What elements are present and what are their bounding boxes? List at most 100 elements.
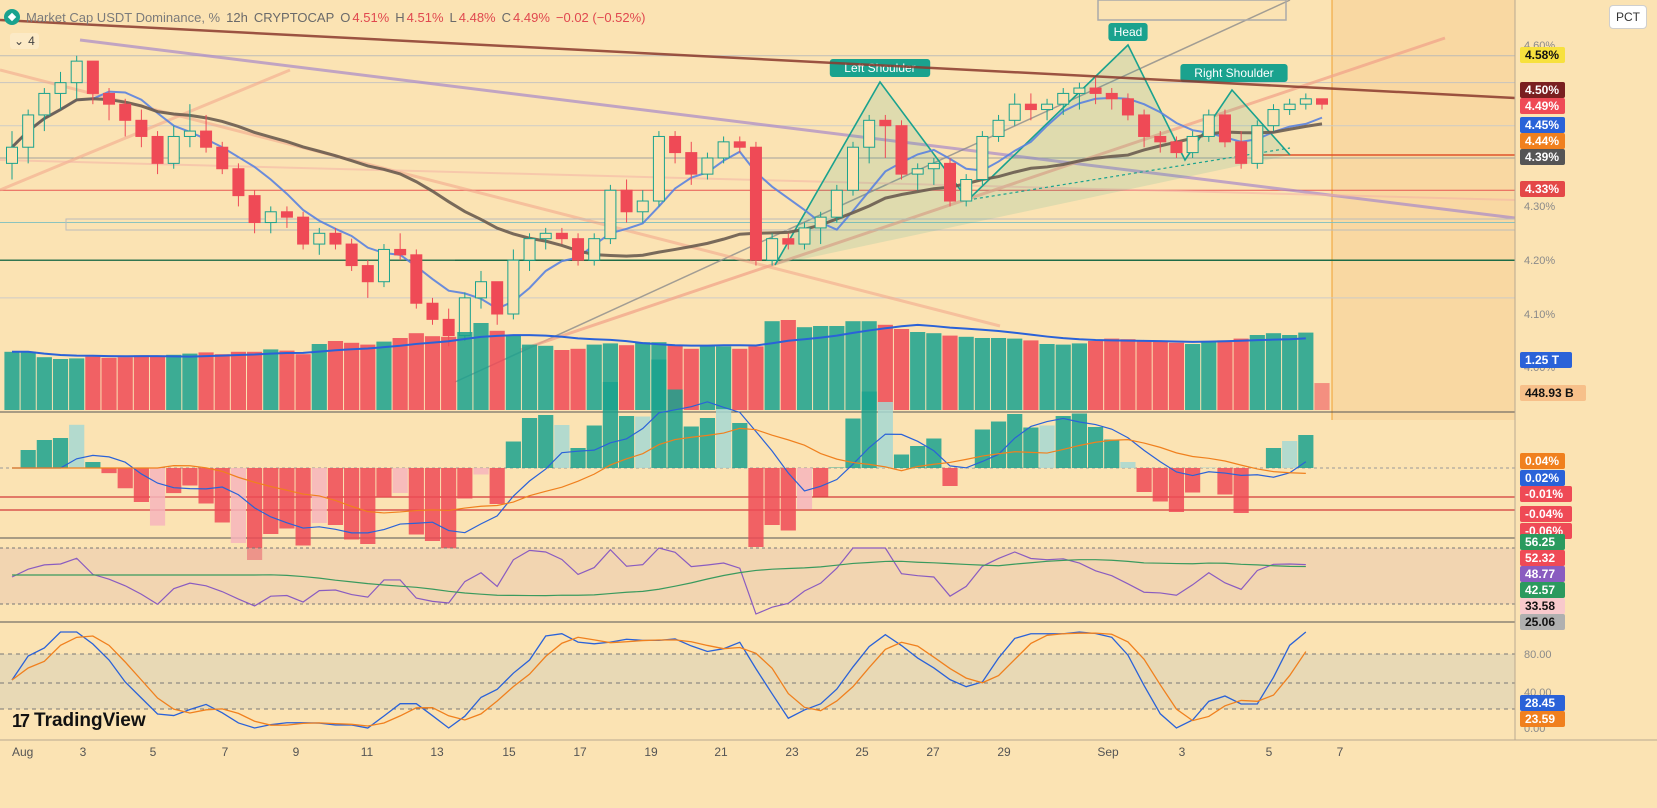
candle	[1105, 88, 1118, 110]
volume-bar	[133, 355, 149, 410]
volume-bar	[1201, 341, 1217, 410]
stoch-badge: 23.59	[1525, 712, 1555, 726]
macd-histogram-bar	[1217, 468, 1233, 495]
volume-bar	[473, 323, 489, 410]
time-axis-label: 19	[644, 745, 658, 759]
volume-bar	[505, 335, 521, 410]
candle-body	[782, 238, 795, 245]
volume-bar	[263, 349, 279, 410]
stoch-badge-box	[1520, 711, 1565, 727]
macd-badge: -0.01%	[1525, 487, 1563, 501]
macd-histogram-bar	[101, 468, 117, 474]
volume-bar	[1007, 338, 1023, 410]
macd-histogram-bar	[716, 409, 732, 468]
candle-body	[297, 216, 310, 245]
time-axis-label: 25	[855, 745, 869, 759]
volume-bar	[69, 358, 85, 410]
candle	[572, 233, 585, 266]
volume-bar	[974, 338, 990, 410]
price-tick-label: 4.20%	[1524, 255, 1555, 267]
macd-histogram-bar	[36, 440, 52, 468]
open-label: O	[340, 9, 351, 25]
scale-mode-button[interactable]: PCT	[1609, 5, 1647, 29]
candle	[944, 157, 957, 207]
rsi-badge-box	[1520, 566, 1565, 582]
volume-bar	[570, 348, 586, 410]
candle	[523, 233, 536, 271]
macd-histogram-bar	[570, 448, 586, 468]
candle-body	[329, 232, 342, 245]
symbol-header[interactable]: Market Cap USDT Dominance, % 12h CRYPTOC…	[4, 6, 646, 28]
volume-bar	[716, 346, 732, 410]
volume-bar	[845, 321, 861, 410]
volume-bar	[214, 354, 230, 410]
macd-histogram-bar	[457, 468, 473, 499]
candle	[22, 109, 35, 164]
price-badge: 4.45%	[1525, 118, 1559, 132]
candle-body	[394, 248, 407, 256]
macd-histogram-bar	[69, 424, 85, 468]
candle	[280, 206, 293, 228]
candle	[1235, 131, 1248, 169]
candle-body	[1138, 114, 1151, 137]
macd-histogram-bar	[424, 468, 441, 541]
price-badge-box	[1520, 98, 1565, 114]
volume-bar	[958, 336, 974, 410]
volume-bar	[748, 346, 764, 410]
candle-body	[167, 135, 180, 164]
candle-body	[944, 162, 957, 202]
candle	[1299, 93, 1312, 110]
candle-body	[410, 254, 423, 304]
salmon-trendline	[519, 36, 1446, 352]
candle-body	[539, 232, 552, 240]
indicators-toggle[interactable]: ⌄ 4	[10, 33, 39, 49]
volume-badge: 1.25 T	[1525, 353, 1560, 367]
price-badge-box	[1520, 117, 1565, 133]
macd-histogram-bar	[441, 468, 457, 549]
candle	[911, 163, 924, 191]
volume-bar	[780, 320, 796, 410]
candle	[507, 249, 520, 320]
candle	[960, 174, 973, 207]
macd-histogram-bar	[1039, 425, 1055, 468]
macd-histogram-bar	[1298, 435, 1314, 468]
price-badge-box	[1520, 133, 1565, 149]
macd-histogram-bar	[845, 418, 861, 468]
fast-moving-average	[11, 90, 1323, 310]
rsi-badge: 25.06	[1525, 615, 1555, 629]
rsi-badge: 42.57	[1525, 583, 1555, 597]
candle-body	[927, 162, 940, 170]
volume-bar	[683, 348, 699, 410]
candle	[685, 141, 698, 185]
macd-histogram-bar	[295, 468, 311, 546]
candle-body	[103, 92, 116, 105]
time-axis-label: 15	[502, 745, 516, 759]
macd-histogram-bar	[780, 468, 796, 531]
macd-histogram-bar	[1007, 414, 1023, 468]
macd-histogram-bar	[667, 389, 683, 468]
macd-histogram-bar	[683, 426, 699, 468]
candle	[863, 114, 876, 164]
candle	[313, 227, 326, 255]
volume-bar	[198, 352, 214, 410]
candle	[6, 131, 18, 180]
volume-bar	[392, 338, 408, 410]
candle	[782, 233, 795, 250]
candle	[377, 244, 390, 288]
macd-histogram-bar	[877, 402, 893, 468]
candle	[1008, 93, 1021, 126]
candle	[264, 206, 277, 234]
volume-bar	[893, 329, 910, 410]
candle-body	[1299, 98, 1312, 105]
candle-body	[377, 248, 390, 283]
volume-bar	[699, 345, 716, 410]
candle-body	[232, 168, 245, 197]
volume-bar	[311, 344, 327, 410]
macd-histogram-bar	[360, 468, 376, 544]
volume-bar	[1087, 341, 1104, 410]
candle	[652, 131, 665, 207]
cryptocap-logo-icon	[4, 9, 20, 25]
time-axis-label: Sep	[1097, 745, 1119, 759]
interval-label[interactable]: 12h	[226, 9, 248, 25]
